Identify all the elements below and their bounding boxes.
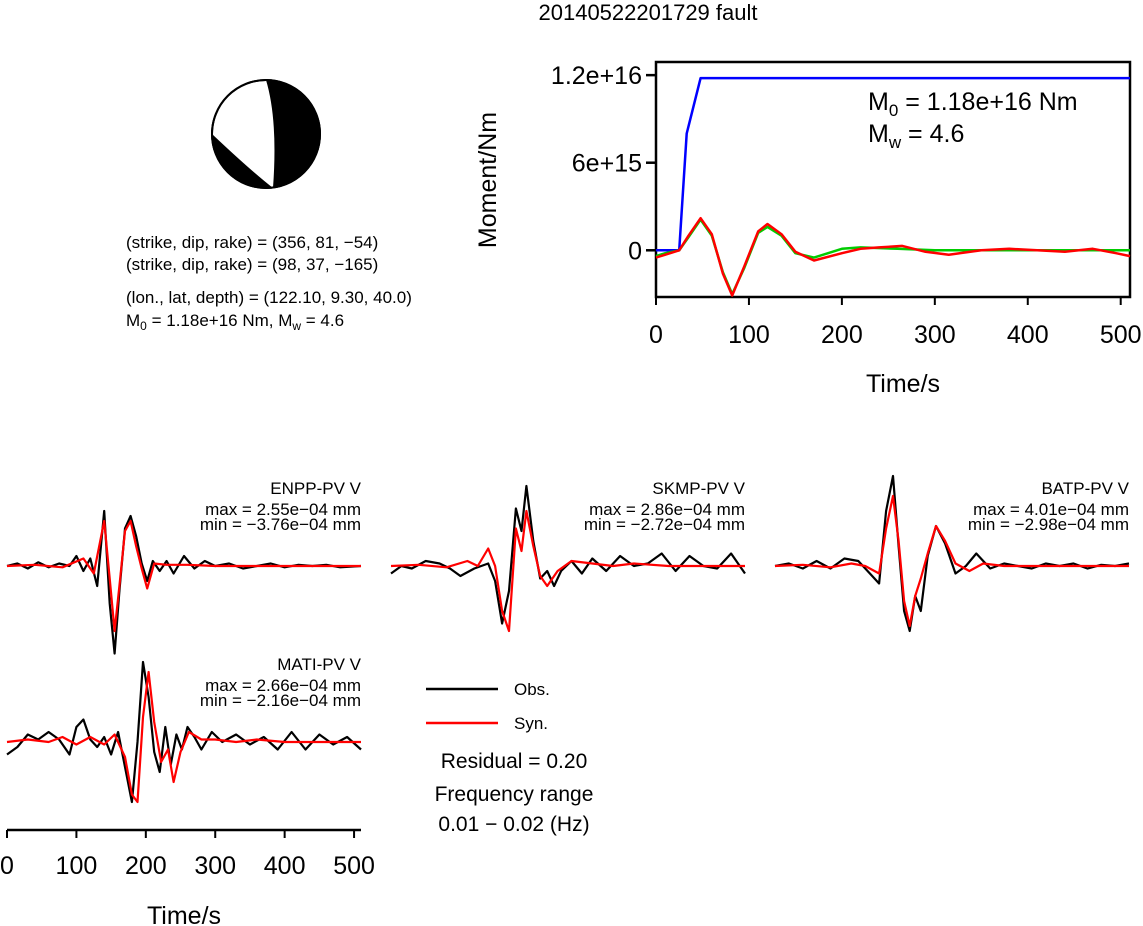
max-amplitude-label: max = 2.66e−04 mm xyxy=(205,676,361,695)
y-tick-label: 0 xyxy=(628,237,642,265)
x-tick-label: 200 xyxy=(821,321,863,349)
y-tick-label: 6e+15 xyxy=(572,150,642,178)
station-title: BATP-PV V xyxy=(1041,479,1129,498)
observed-trace xyxy=(6,660,362,804)
moment-series-2 xyxy=(655,216,1131,297)
x-tick-label: 100 xyxy=(728,321,770,349)
x-tick-label: 500 xyxy=(1100,321,1142,349)
station-title: MATI-PV V xyxy=(277,655,361,674)
moment-magnitude-line: M0 = 1.18e+16 Nm, Mw = 4.6 xyxy=(126,311,344,333)
x-tick-label: 400 xyxy=(264,852,306,880)
residual-label: Residual = 0.20 xyxy=(441,750,588,773)
max-amplitude-label: max = 2.55e−04 mm xyxy=(205,500,361,519)
synthetic-trace xyxy=(390,509,745,633)
x-tick-label: 0 xyxy=(649,321,663,349)
station-title: ENPP-PV V xyxy=(270,479,361,498)
x-tick-label: 0 xyxy=(0,852,14,880)
nodal-plane-1: (strike, dip, rake) = (356, 81, −54) xyxy=(126,233,378,252)
observed-trace xyxy=(390,484,746,625)
max-amplitude-label: max = 2.86e−04 mm xyxy=(589,500,745,519)
moment-series-0 xyxy=(656,76,1130,252)
legend: Obs. Syn. xyxy=(426,680,550,733)
waveform-x-axis-label: Time/s xyxy=(147,902,221,926)
synthetic-trace xyxy=(6,670,361,804)
frequency-range-value: 0.01 − 0.02 (Hz) xyxy=(438,813,589,836)
figure-title: 20140522201729 fault xyxy=(539,0,758,25)
moment-rate-chart: 0 6e+15 1.2e+16 0 100 200 300 400 500 Time/s Momen… xyxy=(474,60,1142,398)
moment-mw-label: Mw = 4.6 xyxy=(868,120,964,152)
x-tick-label: 100 xyxy=(56,852,98,880)
synthetic-trace xyxy=(6,519,361,633)
x-tick-label: 300 xyxy=(914,321,956,349)
synthetic-trace xyxy=(774,494,1129,628)
x-tick-label: 400 xyxy=(1007,321,1049,349)
moment-x-axis-label: Time/s xyxy=(866,370,940,398)
x-tick-label: 200 xyxy=(125,852,167,880)
moment-plot-frame xyxy=(654,60,1132,299)
y-tick-label: 1.2e+16 xyxy=(551,62,642,90)
location-depth: (lon., lat, depth) = (122.10, 9.30, 40.0… xyxy=(126,288,412,307)
min-amplitude-label: min = −2.72e−04 mm xyxy=(584,515,745,534)
frequency-range-title: Frequency range xyxy=(435,783,594,806)
nodal-plane-2: (strike, dip, rake) = (98, 37, −165) xyxy=(126,255,378,274)
moment-y-axis-label: Moment/Nm xyxy=(474,112,502,248)
legend-obs-label: Obs. xyxy=(514,680,550,699)
min-amplitude-label: min = −2.98e−04 mm xyxy=(968,515,1129,534)
legend-syn-label: Syn. xyxy=(514,714,548,733)
max-amplitude-label: max = 4.01e−04 mm xyxy=(973,500,1129,519)
min-amplitude-label: min = −2.16e−04 mm xyxy=(200,691,361,710)
moment-m0-label: M0 = 1.18e+16 Nm xyxy=(868,88,1078,120)
x-tick-label: 300 xyxy=(194,852,236,880)
beachball-icon xyxy=(211,79,321,189)
station-title: SKMP-PV V xyxy=(652,479,745,498)
min-amplitude-label: min = −3.76e−04 mm xyxy=(200,515,361,534)
x-tick-label: 500 xyxy=(333,852,375,880)
